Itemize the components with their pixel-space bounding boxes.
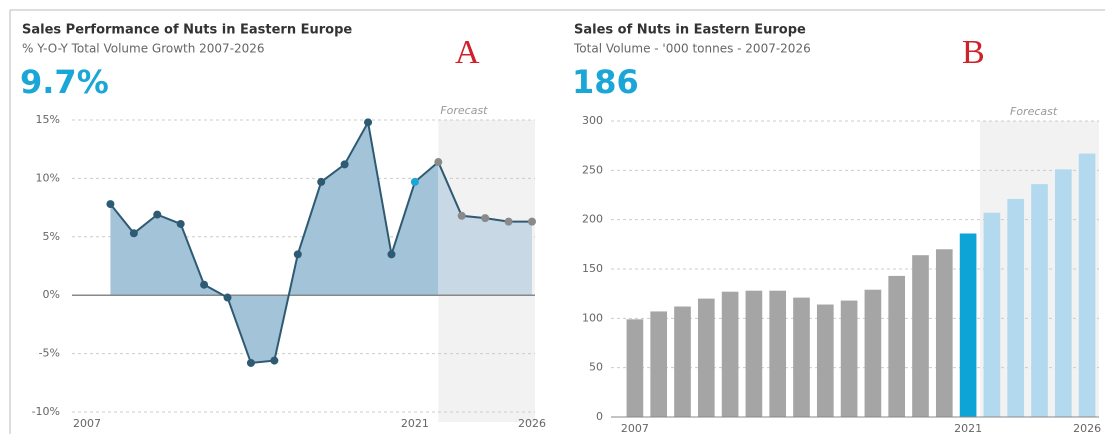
y-tick-label: 10% <box>36 171 60 184</box>
point <box>106 200 115 209</box>
point <box>153 210 162 219</box>
y-tick-label: -10% <box>32 405 60 418</box>
bar <box>1054 169 1072 417</box>
bar <box>912 255 929 417</box>
x-tick-label: 2007 <box>621 422 649 434</box>
headline: 9.7% <box>20 63 109 101</box>
bar <box>721 291 739 417</box>
y-tick-label: 300 <box>582 114 603 127</box>
y-tick-label: 15% <box>36 113 60 126</box>
bar <box>1078 153 1096 417</box>
bar <box>650 311 668 417</box>
chart-subtitle: Total Volume - '000 tonnes - 2007-2026 <box>573 42 811 56</box>
point <box>317 177 326 186</box>
point <box>457 211 466 220</box>
bar <box>888 275 906 417</box>
y-tick-label: -5% <box>39 347 60 360</box>
y-tick-label: 0 <box>596 410 603 423</box>
bar <box>1007 198 1025 417</box>
point <box>364 118 373 127</box>
x-tick-label: 2026 <box>518 417 546 430</box>
point <box>176 219 185 228</box>
forecast-label: Forecast <box>1010 105 1058 118</box>
panel-label: A <box>455 34 480 71</box>
point <box>504 217 513 226</box>
area-fill <box>110 122 439 363</box>
x-tick-label: 2007 <box>73 417 101 430</box>
bar <box>840 300 858 417</box>
y-tick-label: 50 <box>589 361 603 374</box>
point <box>410 177 419 186</box>
point <box>481 214 490 223</box>
bar <box>935 249 953 417</box>
bar <box>745 290 763 417</box>
point <box>200 280 209 289</box>
bar <box>697 298 715 417</box>
bar <box>674 306 691 417</box>
x-tick-label: 2021 <box>401 417 429 430</box>
bar <box>864 289 882 417</box>
x-tick-label: 2021 <box>954 422 982 434</box>
y-tick-label: 200 <box>582 213 603 226</box>
area-fill <box>438 162 532 296</box>
chart-subtitle: % Y-O-Y Total Volume Growth 2007-2026 <box>22 42 265 56</box>
point <box>293 250 302 259</box>
point <box>340 160 349 169</box>
point <box>387 250 396 259</box>
headline: 186 <box>572 63 639 101</box>
panel-label: B <box>962 34 985 71</box>
x-tick-label: 2026 <box>1073 422 1101 434</box>
chart-title: Sales Performance of Nuts in Eastern Eur… <box>22 23 352 38</box>
y-tick-label: 100 <box>582 311 603 324</box>
bar <box>769 290 787 417</box>
point <box>270 356 279 365</box>
point <box>223 293 232 302</box>
bar <box>1031 184 1048 417</box>
point <box>129 229 138 238</box>
point <box>434 158 443 167</box>
y-tick-label: 250 <box>582 163 603 176</box>
point <box>246 358 255 367</box>
forecast-label: Forecast <box>440 104 488 117</box>
y-tick-label: 0% <box>43 288 60 301</box>
bar <box>959 233 977 417</box>
bar <box>626 319 644 417</box>
bar <box>983 212 1001 417</box>
chart-title: Sales of Nuts in Eastern Europe <box>574 23 806 38</box>
point <box>528 217 536 226</box>
y-tick-label: 150 <box>582 262 603 275</box>
bar <box>793 297 810 417</box>
bar <box>816 304 834 417</box>
y-tick-label: 5% <box>43 230 60 243</box>
